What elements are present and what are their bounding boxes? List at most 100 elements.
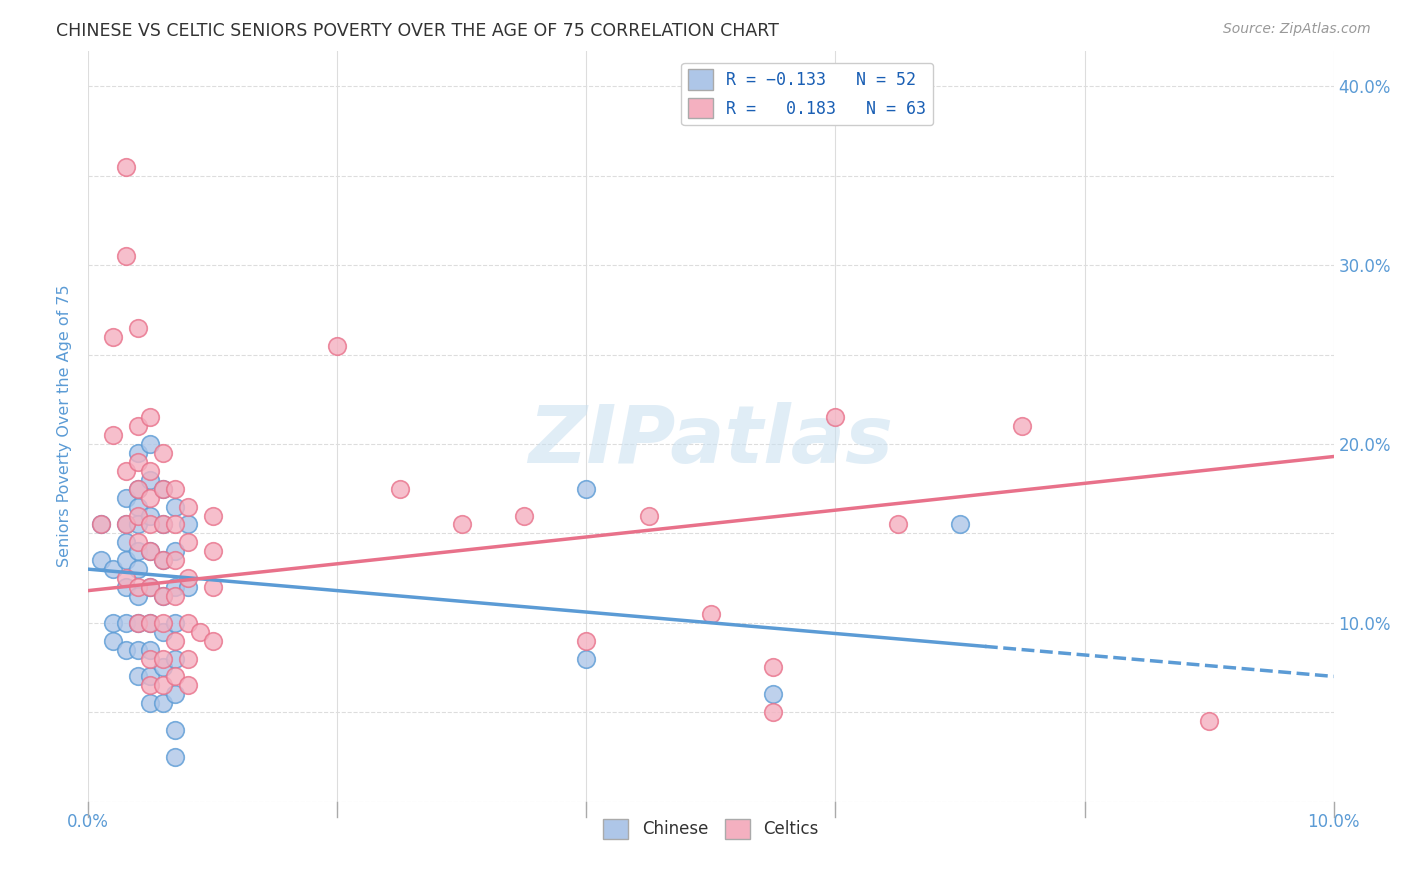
Point bbox=[165, 482, 187, 496]
Point bbox=[127, 562, 149, 576]
Y-axis label: Seniors Poverty Over the Age of 75: Seniors Poverty Over the Age of 75 bbox=[58, 285, 72, 567]
Legend: Chinese, Celtics: Chinese, Celtics bbox=[596, 812, 825, 846]
Point bbox=[177, 580, 200, 594]
Point bbox=[114, 160, 136, 174]
Point bbox=[139, 544, 162, 558]
Point bbox=[201, 508, 224, 523]
Point bbox=[575, 651, 598, 665]
Point bbox=[152, 678, 174, 692]
Point bbox=[177, 500, 200, 514]
Point bbox=[139, 642, 162, 657]
Point bbox=[949, 517, 972, 532]
Point bbox=[139, 517, 162, 532]
Point bbox=[165, 553, 187, 567]
Point bbox=[165, 723, 187, 737]
Point bbox=[165, 500, 187, 514]
Point bbox=[114, 517, 136, 532]
Point bbox=[165, 651, 187, 665]
Point bbox=[114, 249, 136, 263]
Point bbox=[1198, 714, 1220, 728]
Point bbox=[90, 517, 112, 532]
Point bbox=[201, 544, 224, 558]
Point bbox=[824, 410, 846, 425]
Point bbox=[177, 571, 200, 585]
Point bbox=[177, 535, 200, 549]
Point bbox=[762, 705, 785, 719]
Point bbox=[101, 562, 124, 576]
Point bbox=[575, 633, 598, 648]
Point bbox=[101, 330, 124, 344]
Point bbox=[450, 517, 472, 532]
Point bbox=[177, 517, 200, 532]
Point bbox=[127, 500, 149, 514]
Point bbox=[152, 624, 174, 639]
Point bbox=[114, 464, 136, 478]
Point bbox=[139, 580, 162, 594]
Point bbox=[152, 553, 174, 567]
Point bbox=[388, 482, 411, 496]
Point bbox=[127, 482, 149, 496]
Point bbox=[139, 615, 162, 630]
Point bbox=[127, 669, 149, 683]
Point bbox=[101, 428, 124, 442]
Point bbox=[637, 508, 659, 523]
Point bbox=[165, 580, 187, 594]
Point bbox=[127, 642, 149, 657]
Point bbox=[114, 517, 136, 532]
Point bbox=[326, 339, 349, 353]
Point bbox=[139, 437, 162, 451]
Point bbox=[152, 482, 174, 496]
Point bbox=[127, 419, 149, 434]
Point bbox=[139, 410, 162, 425]
Point bbox=[127, 508, 149, 523]
Point bbox=[177, 651, 200, 665]
Point bbox=[513, 508, 536, 523]
Point bbox=[139, 669, 162, 683]
Point bbox=[139, 508, 162, 523]
Point bbox=[139, 678, 162, 692]
Point bbox=[114, 571, 136, 585]
Point bbox=[188, 624, 211, 639]
Point bbox=[90, 517, 112, 532]
Point bbox=[165, 544, 187, 558]
Point bbox=[152, 446, 174, 460]
Point bbox=[700, 607, 723, 621]
Point bbox=[127, 455, 149, 469]
Point bbox=[114, 553, 136, 567]
Point bbox=[127, 482, 149, 496]
Point bbox=[152, 589, 174, 603]
Text: ZIPatlas: ZIPatlas bbox=[529, 402, 893, 480]
Point bbox=[762, 687, 785, 701]
Point bbox=[177, 678, 200, 692]
Point bbox=[127, 580, 149, 594]
Point bbox=[165, 615, 187, 630]
Point bbox=[152, 696, 174, 710]
Point bbox=[139, 615, 162, 630]
Point bbox=[139, 473, 162, 487]
Point bbox=[127, 589, 149, 603]
Point bbox=[127, 320, 149, 334]
Point bbox=[152, 651, 174, 665]
Point bbox=[114, 535, 136, 549]
Point bbox=[152, 660, 174, 674]
Point bbox=[165, 687, 187, 701]
Point bbox=[139, 544, 162, 558]
Point bbox=[575, 482, 598, 496]
Point bbox=[165, 669, 187, 683]
Point bbox=[152, 615, 174, 630]
Point bbox=[152, 589, 174, 603]
Point bbox=[101, 615, 124, 630]
Point bbox=[127, 517, 149, 532]
Point bbox=[101, 633, 124, 648]
Point bbox=[886, 517, 908, 532]
Point bbox=[139, 491, 162, 505]
Point bbox=[139, 651, 162, 665]
Point bbox=[152, 553, 174, 567]
Point bbox=[114, 580, 136, 594]
Point bbox=[139, 464, 162, 478]
Point bbox=[152, 482, 174, 496]
Point bbox=[165, 633, 187, 648]
Point bbox=[114, 615, 136, 630]
Point bbox=[201, 580, 224, 594]
Point bbox=[139, 696, 162, 710]
